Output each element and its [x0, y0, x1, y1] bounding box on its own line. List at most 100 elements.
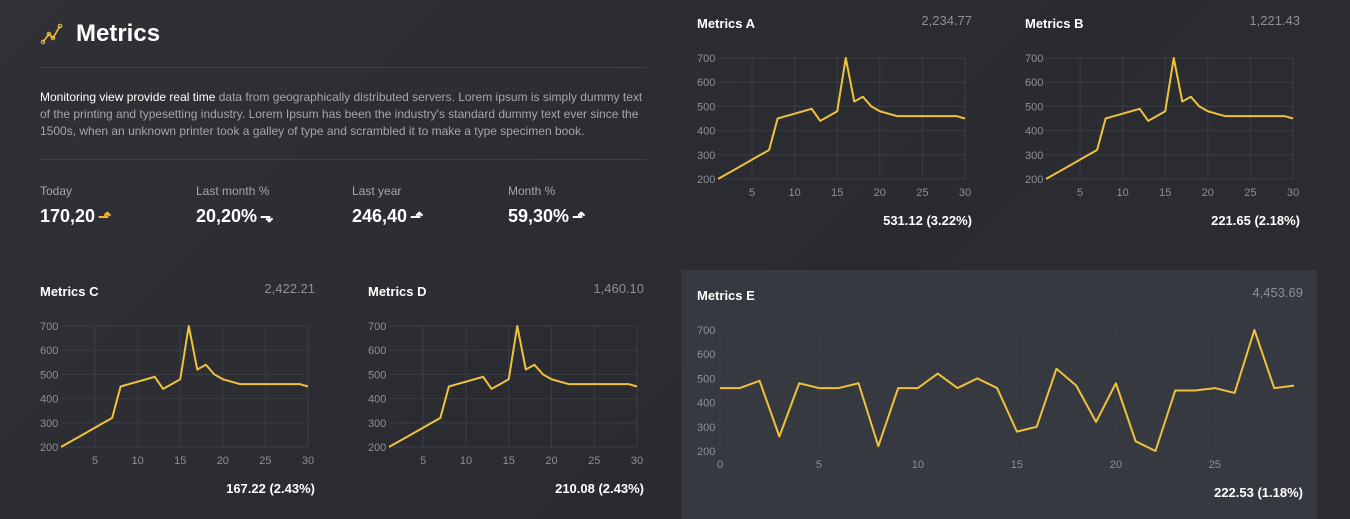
chart-footer-value: 531.12 (3.22%)	[883, 213, 972, 228]
y-tick-label: 300	[40, 418, 58, 430]
chart-total: 1,460.10	[593, 281, 644, 296]
x-tick-label: 20	[1202, 187, 1214, 199]
series-line	[60, 325, 309, 448]
metrics-e-panel: Metrics E 4,453.69 222.53 (1.18%) 200 300 4…	[697, 282, 1303, 512]
x-tick-label: 15	[831, 187, 843, 199]
y-tick-label: 700	[368, 321, 386, 333]
chart-title: Metrics A	[697, 16, 756, 31]
arrow-down-icon: ⬎	[260, 209, 274, 226]
y-tick-label: 200	[368, 442, 386, 454]
y-tick-label: 400	[697, 126, 715, 138]
y-tick-label: 700	[697, 325, 715, 337]
y-tick-label: 500	[40, 369, 58, 381]
x-tick-label: 20	[217, 455, 229, 467]
y-tick-label: 200	[40, 442, 58, 454]
x-tick-label: 25	[259, 455, 271, 467]
stat-label: Today	[40, 184, 73, 198]
chart-title: Metrics E	[697, 288, 755, 303]
y-tick-label: 400	[40, 394, 58, 406]
x-tick-label: 20	[874, 187, 886, 199]
description-text: data from geographically distributed ser…	[40, 90, 643, 138]
x-tick-label: 30	[302, 455, 314, 467]
chart-total: 2,234.77	[921, 13, 972, 28]
stat-last-month: Last month % 20,20% ⬎	[196, 184, 346, 227]
chart-footer-value: 167.22 (2.43%)	[226, 481, 315, 496]
chart-total: 4,453.69	[1252, 285, 1303, 300]
x-tick-label: 15	[1011, 459, 1023, 471]
y-tick-label: 500	[368, 369, 386, 381]
metrics-d-panel: Metrics D 1,460.10 210.08 (2.43%) 200 300 4…	[368, 278, 644, 508]
line-chart: 200 300 400 500 600 700 0 5 10 15 20 25	[697, 325, 1295, 471]
x-tick-label: 25	[916, 187, 928, 199]
y-tick-label: 200	[697, 446, 715, 458]
series-line	[388, 325, 638, 448]
x-tick-label: 10	[132, 455, 144, 467]
y-tick-label: 200	[1025, 174, 1043, 186]
line-chart: 200 300 400 500 600 700 5 10 15 20 25 30	[40, 321, 314, 467]
x-tick-label: 0	[717, 459, 723, 471]
x-tick-label: 5	[749, 187, 755, 199]
y-tick-label: 700	[40, 321, 58, 333]
series-line	[720, 329, 1295, 452]
chart-footer-value: 222.53 (1.18%)	[1214, 485, 1303, 500]
line-chart-icon	[40, 23, 63, 45]
chart-total: 2,422.21	[264, 281, 315, 296]
chart-footer-value: 221.65 (2.18%)	[1211, 213, 1300, 228]
y-tick-label: 600	[697, 77, 715, 89]
y-tick-label: 300	[1025, 150, 1043, 162]
x-tick-label: 10	[789, 187, 801, 199]
chart-total: 1,221.43	[1249, 13, 1300, 28]
x-tick-label: 30	[631, 455, 643, 467]
chart-footer-value: 210.08 (2.43%)	[555, 481, 644, 496]
chart-title: Metrics B	[1025, 16, 1084, 31]
y-tick-label: 700	[1025, 53, 1043, 65]
x-tick-label: 15	[503, 455, 515, 467]
y-tick-label: 600	[40, 345, 58, 357]
divider	[40, 159, 646, 160]
stat-label: Last month %	[196, 184, 270, 198]
x-tick-label: 25	[588, 455, 600, 467]
stat-value: 59,30%	[508, 206, 570, 226]
x-tick-label: 10	[460, 455, 472, 467]
divider	[40, 67, 646, 68]
x-tick-label: 5	[1077, 187, 1083, 199]
y-tick-label: 400	[368, 394, 386, 406]
y-tick-label: 500	[697, 101, 715, 113]
stat-month: Month % 59,30% ⬏	[508, 184, 658, 227]
metrics-b-panel: Metrics B 1,221.43 221.65 (2.18%) 200 300 4…	[1025, 10, 1300, 240]
y-tick-label: 300	[368, 418, 386, 430]
y-tick-label: 300	[697, 422, 715, 434]
page-header: Metrics	[40, 20, 160, 48]
chart-title: Metrics C	[40, 284, 99, 299]
x-tick-label: 5	[92, 455, 98, 467]
line-chart: 200 300 400 500 600 700 5 10 15 20 25 30	[697, 53, 971, 199]
x-tick-label: 20	[1110, 459, 1122, 471]
x-tick-label: 15	[1159, 187, 1171, 199]
stat-value: 170,20	[40, 206, 96, 226]
y-tick-label: 500	[697, 373, 715, 385]
x-tick-label: 5	[420, 455, 426, 467]
y-tick-label: 600	[697, 349, 715, 361]
x-tick-label: 30	[1287, 187, 1299, 199]
x-tick-label: 25	[1209, 459, 1221, 471]
x-tick-label: 10	[912, 459, 924, 471]
x-tick-label: 20	[545, 455, 557, 467]
x-tick-label: 25	[1244, 187, 1256, 199]
arrow-up-icon: ⬏	[410, 209, 424, 226]
chart-title: Metrics D	[368, 284, 427, 299]
description-highlight: Monitoring view provide real time	[40, 90, 216, 104]
x-tick-label: 15	[174, 455, 186, 467]
stat-today: Today 170,20 ⬏	[40, 184, 190, 227]
metrics-c-panel: Metrics C 2,422.21 167.22 (2.43%) 200 300 4…	[40, 278, 315, 508]
stat-value: 20,20%	[196, 206, 258, 226]
stat-value: 246,40	[352, 206, 408, 226]
page-title: Metrics	[76, 20, 161, 47]
x-tick-label: 30	[959, 187, 971, 199]
y-tick-label: 300	[697, 150, 715, 162]
x-tick-label: 5	[816, 459, 822, 471]
y-tick-label: 600	[1025, 77, 1043, 89]
stat-label: Last year	[352, 184, 402, 198]
arrow-up-icon: ⬏	[572, 209, 586, 226]
y-tick-label: 400	[697, 398, 715, 410]
y-tick-label: 600	[368, 345, 386, 357]
